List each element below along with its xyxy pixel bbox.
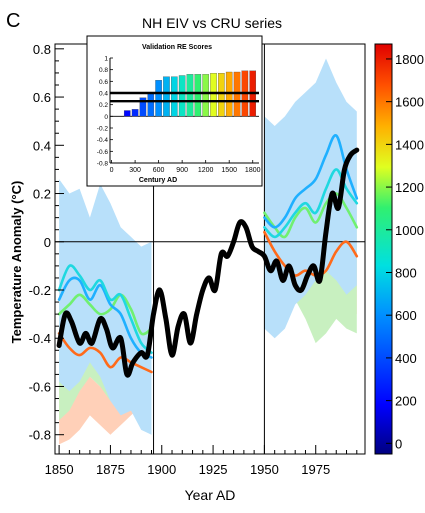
inset-y-tick-label: 0.2 [99, 102, 108, 109]
colorbar [374, 43, 393, 455]
colorbar-tick-label: 1400 [395, 137, 424, 152]
y-axis: -0.8 -0.6 -0.4 -0.2 0 0.2 0.4 0.6 0.8 [29, 42, 64, 443]
y-tick-label: -0.6 [29, 379, 51, 394]
colorbar-tick-label: 200 [395, 394, 417, 409]
colorbar-tick-label: 0 [395, 436, 402, 451]
x-tick-label: 1875 [96, 462, 125, 477]
x-tick-label: 1925 [199, 462, 228, 477]
series-line-2 [57, 293, 153, 336]
inset-x-tick-label: 600 [153, 167, 165, 174]
chart-title: NH EIV vs CRU series [142, 15, 282, 31]
series-line-8 [263, 134, 359, 229]
inset-x-tick-label: 1800 [245, 167, 261, 174]
inset-bar [155, 80, 162, 117]
inset-title: Validation RE Scores [142, 44, 212, 51]
colorbar-tick-label: 600 [395, 308, 417, 323]
x-tick-label: 1950 [250, 462, 279, 477]
x-axis-label: Year AD [185, 487, 236, 503]
inset-bar [202, 74, 209, 117]
inset-bar [139, 97, 147, 117]
inset-x-tick-label: 0 [110, 167, 114, 174]
colorbar-tick-label: 1200 [395, 180, 424, 195]
colorbar-tick-label: 800 [395, 265, 417, 280]
inset-x-tick-label: 900 [176, 167, 188, 174]
x-tick-label: 1900 [147, 462, 176, 477]
inset-y-tick-label: -0.4 [97, 137, 109, 144]
inset-y-tick-label: -0.2 [97, 126, 109, 133]
inset-bar [171, 76, 178, 117]
colorbar-tick-label: 1600 [395, 95, 424, 110]
y-tick-label: 0.8 [33, 42, 51, 57]
inset-y-tick-label: 0.6 [99, 79, 108, 86]
inset-x-axis-label: Century AD [139, 177, 177, 184]
inset-bar [186, 74, 194, 117]
series-line-1 [57, 332, 153, 374]
inset-y-tick-label: -0.8 [97, 161, 109, 168]
inset-x-tick-label: 300 [129, 167, 141, 174]
inset-y-tick-label: 0.4 [99, 91, 108, 98]
y-tick-label: -0.4 [29, 331, 51, 346]
inset-y-tick-label: -0.6 [97, 149, 109, 156]
inset-bar [210, 73, 217, 117]
y-tick-label: 0.4 [33, 138, 51, 153]
inset-chart: Validation RE Scores -0.8 -0.6 -0.4 -0.2 0 0.… [86, 35, 263, 187]
inset-bar [194, 74, 202, 117]
inset-bar [218, 73, 225, 117]
y-axis-label: Temperature Anomaly (°C) [9, 181, 24, 344]
y-tick-label: 0.2 [33, 187, 51, 202]
y-tick-label: 0 [44, 235, 51, 250]
series-line-9 [56, 147, 360, 378]
colorbar-tick-label: 400 [395, 351, 417, 366]
inset-y-tick-label: 0.8 [99, 67, 108, 74]
panel-letter: C [6, 10, 20, 32]
colorbar-tick-label: 1000 [395, 223, 424, 238]
y-tick-label: 0.6 [33, 90, 51, 105]
inset-bar [131, 109, 139, 117]
inset-y-tick-label: 0 [104, 114, 108, 121]
inset-x-tick-label: 1200 [198, 167, 214, 174]
inset-bar [123, 110, 131, 117]
inset-bar [163, 76, 170, 117]
series-group [56, 134, 360, 378]
series-line-3 [57, 276, 153, 359]
inset-bar [147, 92, 155, 117]
series-line-4 [57, 264, 153, 354]
colorbar-axis: 0 200 400 600 800 1000 1200 1400 1600 1800 [386, 52, 424, 451]
x-tick-label: 1850 [45, 462, 74, 477]
inset-x-tick-label: 1500 [221, 167, 237, 174]
inset-bar [178, 75, 186, 117]
x-axis: 1850 1875 1900 1925 1950 1975 [45, 445, 358, 477]
y-tick-label: -0.8 [29, 428, 51, 443]
y-tick-label: -0.2 [29, 283, 51, 298]
x-tick-label: 1975 [301, 462, 330, 477]
colorbar-tick-label: 1800 [395, 52, 424, 67]
inset-y-tick-label: 1 [104, 56, 108, 63]
